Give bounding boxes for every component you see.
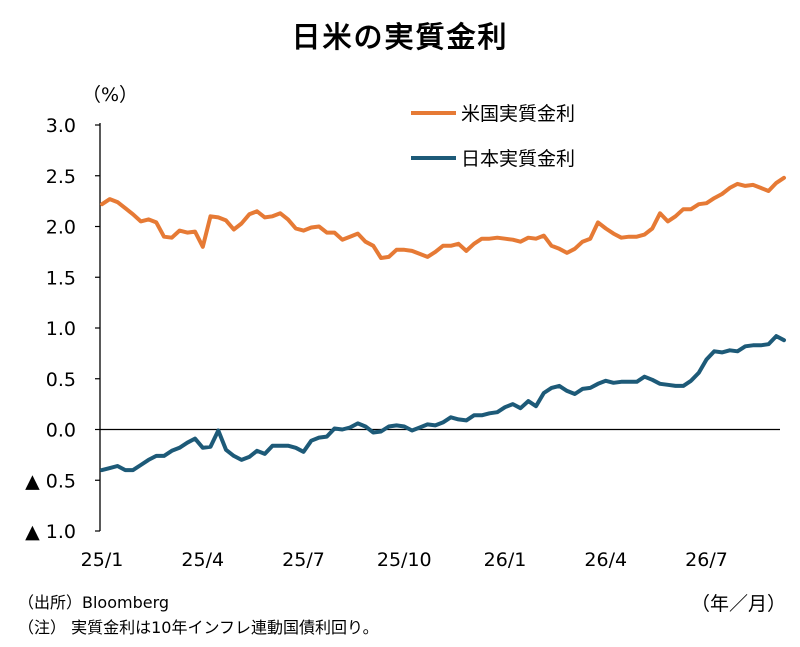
y-tick-label: 0.5 — [46, 369, 76, 391]
y-tick-label: 3.0 — [46, 115, 76, 137]
y-tick-label: 1.5 — [46, 267, 76, 289]
x-tick-label: 26/7 — [685, 549, 728, 571]
footnote: （注） 実質金利は10年インフレ連動国債利回り。 — [18, 618, 379, 637]
y-axis-unit: （%） — [82, 84, 139, 106]
source-note: （出所）Bloomberg — [18, 593, 170, 612]
x-tick-label: 26/4 — [584, 549, 627, 571]
legend-label: 米国実質金利 — [461, 103, 575, 125]
x-tick-label: 25/7 — [282, 549, 325, 571]
y-tick-labels: 3.0 2.5 2.0 1.5 1.0 0.5 0.0 ▲ 0.5 ▲ 1.0 — [25, 115, 76, 543]
chart-title: 日米の実質金利 — [291, 20, 509, 54]
x-axis-unit: （年／月） — [690, 593, 786, 615]
axes — [95, 123, 780, 532]
y-tick-label: ▲ 1.0 — [25, 521, 76, 543]
legend-label: 日本実質金利 — [461, 148, 575, 170]
y-tick-label: 2.5 — [46, 166, 76, 188]
x-tick-labels: 25/1 25/4 25/7 25/10 26/1 26/4 26/7 — [81, 549, 728, 571]
x-tick-label: 25/4 — [181, 549, 224, 571]
series-line-japan — [100, 334, 786, 473]
y-tick-label: 2.0 — [46, 217, 76, 239]
y-tick-label: 1.0 — [46, 318, 76, 340]
x-tick-label: 25/1 — [81, 549, 124, 571]
series-lines — [100, 175, 786, 473]
series-line-us — [100, 175, 786, 260]
y-tick-label: 0.0 — [46, 420, 76, 442]
y-tick-label: ▲ 0.5 — [25, 470, 76, 492]
x-tick-label: 25/10 — [377, 549, 432, 571]
x-tick-label: 26/1 — [484, 549, 527, 571]
